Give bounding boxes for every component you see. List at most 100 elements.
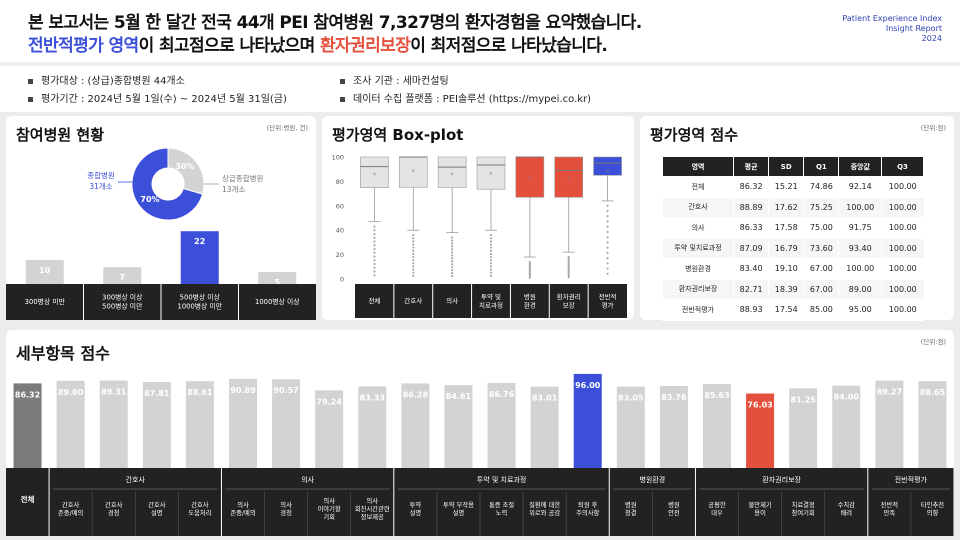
stats-cell: 93.40 [838,238,882,259]
stats-cell: 17.54 [768,299,804,321]
box-outlier-5 [567,262,570,265]
boxplot-category-3: 투약 및 치료과정 [479,292,503,310]
info-target: 평가대상 : (상급)종합병원 44개소 [28,72,185,87]
table-row: 전체 86.32 15.21 74.86 92.14 100.00 [661,176,924,198]
box-outlier-1 [412,259,415,262]
box-outlier-1 [412,252,415,256]
detail-bar-20 [875,380,904,468]
detail-bar-value-12: 83.01 [532,394,558,403]
detail-title: 세부항목 점수 [16,344,110,363]
hospitals-title: 참여병원 현황 [16,126,105,144]
box-outlier-0 [373,262,376,266]
stats-cell: 100.00 [881,238,924,259]
stats-header-row: 영역 평균 SD Q1 중앙값 Q3 [661,156,924,177]
box-outlier-2 [451,254,454,257]
info-period-text: 평가기간 : 2024년 5월 1일(수) ~ 2024년 5월 31일(금) [41,94,287,105]
boxplot-category-5: 환자권리 보장 [557,292,581,310]
detail-item-label-18: 치료결정 참여기회 [792,500,815,517]
stats-cell: 88.89 [733,197,769,218]
stats-cell: 73.60 [803,238,839,259]
detail-bar-17 [746,393,775,468]
box-outlier-3 [489,268,493,271]
box-outlier-0 [373,232,376,236]
detail-item-label-1: 간호사 존중/예의 [58,500,83,517]
box-mean-0: × [372,172,376,178]
box-mean-4: × [528,175,532,181]
detail-item-label-5: 의사 존중/예의 [230,500,255,517]
info-target-text: 평가대상 : (상급)종합병원 44개소 [41,76,185,87]
highlight-best-area: 전반적평가 영역 [28,36,139,56]
box-outlier-1 [412,246,415,249]
box-mean-3: × [489,171,493,177]
detail-bar-7 [315,390,344,468]
box-outlier-6 [606,236,609,239]
detail-item-label-9: 투약 설명 [410,500,422,517]
box-outlier-1 [412,249,415,252]
stats-cell: 95.00 [838,299,882,321]
bullet-icon [28,96,33,102]
brand-line-3: 2024 [921,34,942,43]
box-outlier-6 [606,230,609,234]
detail-group-5: 전반적평가 [895,475,928,484]
box-outlier-1 [412,243,415,246]
box-outlier-2 [451,257,454,260]
boxplot-panel: 평가영역 Box-plot 0 20 40 60 80 100 × × × × × × × 전체 간호사 의사… [322,116,634,320]
stats-cell: 100.00 [838,258,882,280]
boxplot-category-6: 전반적 평가 [599,292,617,310]
boxplot-axis-band [355,284,627,318]
boxplot-ytick-3: 60 [336,202,344,210]
box-outlier-2 [451,239,454,242]
stats-row-label: 간호사 [661,197,734,218]
detail-group-2: 투약 및 치료과정 [477,475,527,484]
box-mean-5: × [567,176,571,182]
detail-bar-13 [573,373,602,468]
detail-bar-value-10: 84.61 [446,392,472,401]
box-outlier-2 [451,245,454,248]
detail-bar-value-19: 84.00 [834,393,860,402]
brand-line-1: Patient Experience Index [842,14,942,23]
survey-info: 평가대상 : (상급)종합병원 44개소 평가기간 : 2024년 5월 1일(… [0,66,960,112]
box-outlier-2 [451,251,454,254]
headline-end-text: 이 최저점으로 나타났습니다. [410,36,608,56]
box-outlier-5 [567,259,570,262]
brand-line-2: Insight Report [885,24,942,33]
detail-group-0: 간호사 [126,475,146,484]
box-outlier-0 [373,251,376,254]
info-platform-text: 데이터 수집 플랫폼 : PEI솔루션 (https://mypei.co.kr… [353,94,592,105]
box-outlier-5 [567,268,570,271]
report-brand: Patient Experience Index Insight Report … [842,14,942,44]
box-outlier-2 [451,263,454,266]
box-outlier-1 [412,271,415,274]
stats-cell: 89.00 [838,279,882,300]
info-period: 평가기간 : 2024년 5월 1일(수) ~ 2024년 5월 31일(금) [28,90,287,105]
detail-item-label-17: 불만제기 용이 [748,500,771,517]
boxplot-category-2: 의사 [446,296,458,305]
table-row: 병원환경 83.40 19.10 67.00 100.00 100.00 [661,258,924,280]
detail-bar-6 [272,379,301,468]
boxplot-category-4: 병원 환경 [524,292,536,310]
detail-item-label-8: 의사 회진시간관련 정보제공 [355,496,390,521]
box-outlier-5 [567,276,570,279]
box-outlier-6 [606,209,609,213]
box-outlier-3 [489,271,493,274]
table-row: 간호사 88.89 17.62 75.25 100.00 100.00 [661,197,924,218]
pie-slice-tertiary [167,147,205,195]
stats-cell: 67.00 [803,258,839,280]
pie-label-general: 종합병원 [87,171,115,180]
box-outlier-1 [412,274,415,277]
stats-cell: 100.00 [881,279,924,300]
detail-bar-value-11: 86.76 [489,390,515,399]
stats-cell: 100.00 [838,197,882,218]
box-outlier-3 [489,233,493,237]
stats-cell: 87.09 [733,238,769,259]
bar-hospital-value-0: 10 [39,266,51,275]
box-outlier-0 [373,247,376,251]
bar-hospital-label-1: 300병상 이상 500병상 미만 [102,293,142,311]
box-outlier-2 [451,271,454,275]
info-platform: 데이터 수집 플랫폼 : PEI솔루션 (https://mypei.co.kr… [340,90,591,105]
boxplot-ytick-5: 100 [332,154,344,162]
box-outlier-6 [606,241,609,244]
box-outlier-0 [373,266,376,269]
stats-cell: 92.14 [838,176,882,198]
box-mean-1: × [411,169,415,175]
